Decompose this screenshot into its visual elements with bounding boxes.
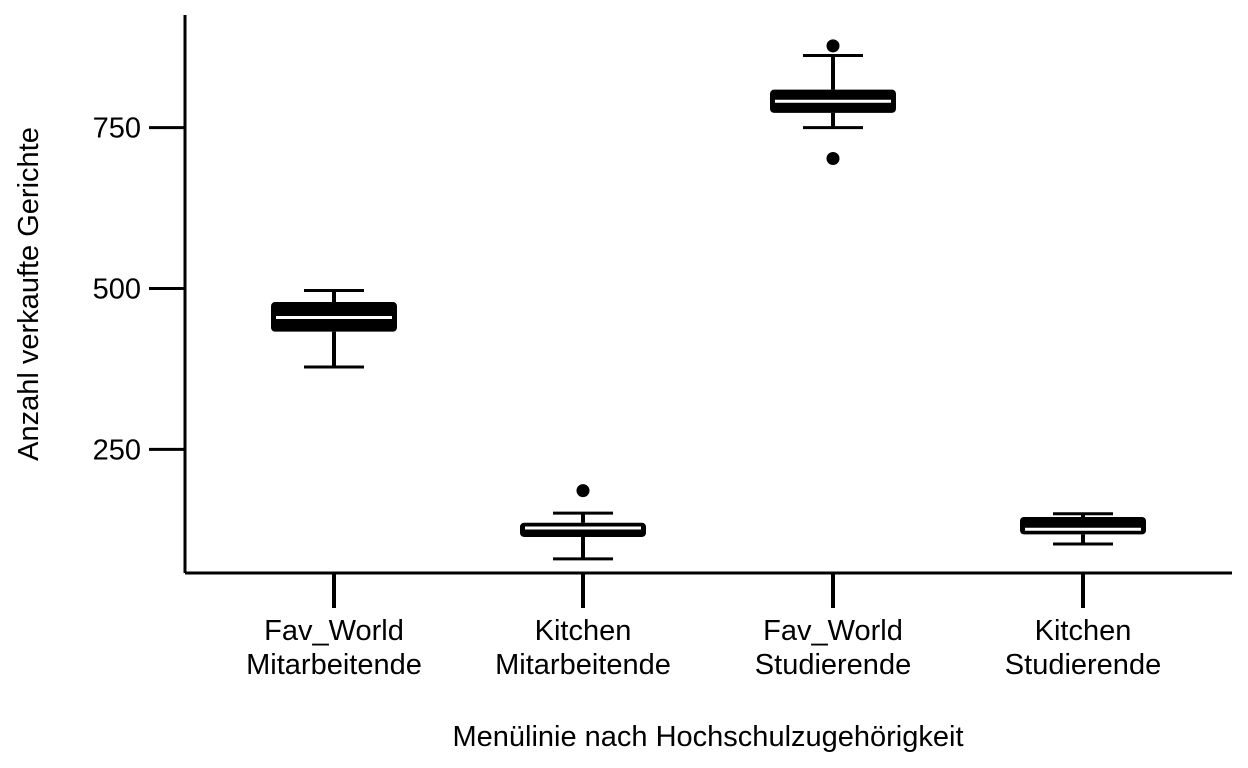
y-ticks: 250 500 750 <box>93 113 185 466</box>
x-ticks: Fav_WorldMitarbeitendeKitchenMitarbeiten… <box>246 573 1161 681</box>
y-tick-label-750: 750 <box>93 113 141 145</box>
iqr-box <box>1020 517 1146 535</box>
boxes <box>271 39 1146 561</box>
x-tick-label-line2-3: Studierende <box>1005 649 1161 681</box>
y-tick-label-500: 500 <box>93 274 141 306</box>
x-tick-label-line2-2: Studierende <box>755 649 911 681</box>
axes <box>183 15 1232 575</box>
box-1 <box>520 484 646 561</box>
x-tick-label-line1-2: Fav_World <box>763 615 903 647</box>
x-tick-label-line2-1: Mitarbeitende <box>495 649 671 681</box>
iqr-box <box>520 522 646 537</box>
x-axis-title: Menülinie nach Hochschulzugehörigkeit <box>452 721 963 753</box>
x-tick-label-line1-0: Fav_World <box>264 615 404 647</box>
y-tick-label-250: 250 <box>93 434 141 466</box>
outlier-point-1 <box>826 152 840 166</box>
y-axis-title: Anzahl verkaufte Gerichte <box>13 127 45 461</box>
x-tick-label-line1-3: Kitchen <box>1035 615 1132 647</box>
x-tick-label-line1-1: Kitchen <box>535 615 632 647</box>
x-tick-label-line2-0: Mitarbeitende <box>246 649 422 681</box>
box-2 <box>770 39 896 166</box>
outlier-point-0 <box>826 39 840 53</box>
box-3 <box>1020 512 1146 546</box>
box-0 <box>271 288 397 369</box>
outlier-point-0 <box>576 484 590 498</box>
